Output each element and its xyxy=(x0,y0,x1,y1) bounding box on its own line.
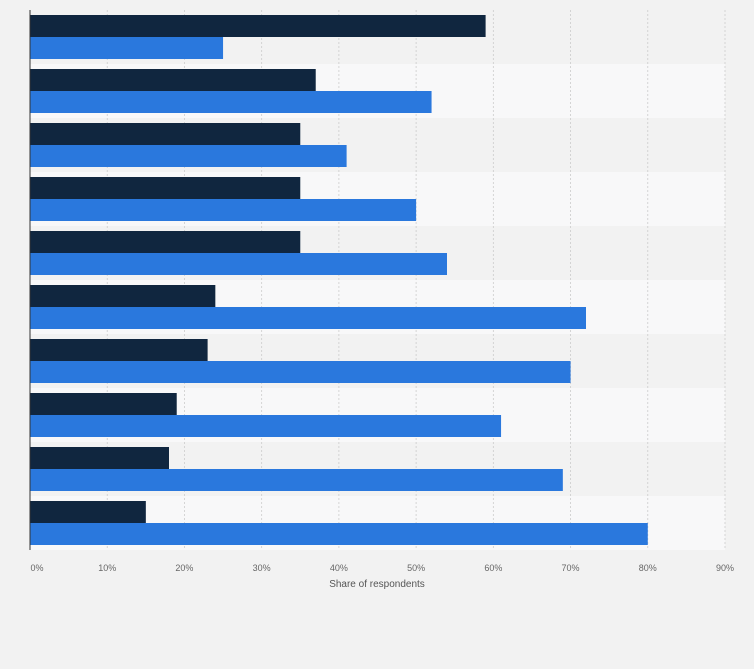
x-tick-label: 10% xyxy=(98,563,116,573)
bar-series-1[interactable] xyxy=(30,231,301,253)
bar-series-1[interactable] xyxy=(30,69,316,91)
x-tick-label: 40% xyxy=(330,563,348,573)
x-tick-labels: 0% 10% 20% 30% 40% 50% 60% 70% 80% 90% xyxy=(30,563,734,573)
x-tick-label: 20% xyxy=(175,563,193,573)
bar-series-1[interactable] xyxy=(30,285,216,307)
bar-series-2[interactable] xyxy=(30,523,648,545)
x-tick-label: 70% xyxy=(562,563,580,573)
bar-series-1[interactable] xyxy=(30,447,169,469)
bar-series-2[interactable] xyxy=(30,469,563,491)
bar-series-1[interactable] xyxy=(30,15,486,37)
bar-series-1[interactable] xyxy=(30,123,301,145)
bars-group xyxy=(30,15,648,545)
bar-series-2[interactable] xyxy=(30,37,224,59)
bar-series-1[interactable] xyxy=(30,177,301,199)
bar-series-2[interactable] xyxy=(30,253,447,275)
x-tick-label: 0% xyxy=(30,563,43,573)
x-axis-label: Share of respondents xyxy=(329,579,425,590)
bar-series-2[interactable] xyxy=(30,415,502,437)
bar-series-2[interactable] xyxy=(30,307,586,329)
bar-series-1[interactable] xyxy=(30,501,146,523)
bar-series-1[interactable] xyxy=(30,393,177,415)
bar-series-2[interactable] xyxy=(30,361,571,383)
x-tick-label: 80% xyxy=(639,563,657,573)
x-tick-label: 60% xyxy=(484,563,502,573)
bar-series-2[interactable] xyxy=(30,91,432,113)
bar-series-1[interactable] xyxy=(30,339,208,361)
bar-series-2[interactable] xyxy=(30,145,347,167)
bar-series-2[interactable] xyxy=(30,199,417,221)
x-tick-label: 90% xyxy=(716,563,734,573)
x-tick-label: 50% xyxy=(407,563,425,573)
x-tick-label: 30% xyxy=(253,563,271,573)
